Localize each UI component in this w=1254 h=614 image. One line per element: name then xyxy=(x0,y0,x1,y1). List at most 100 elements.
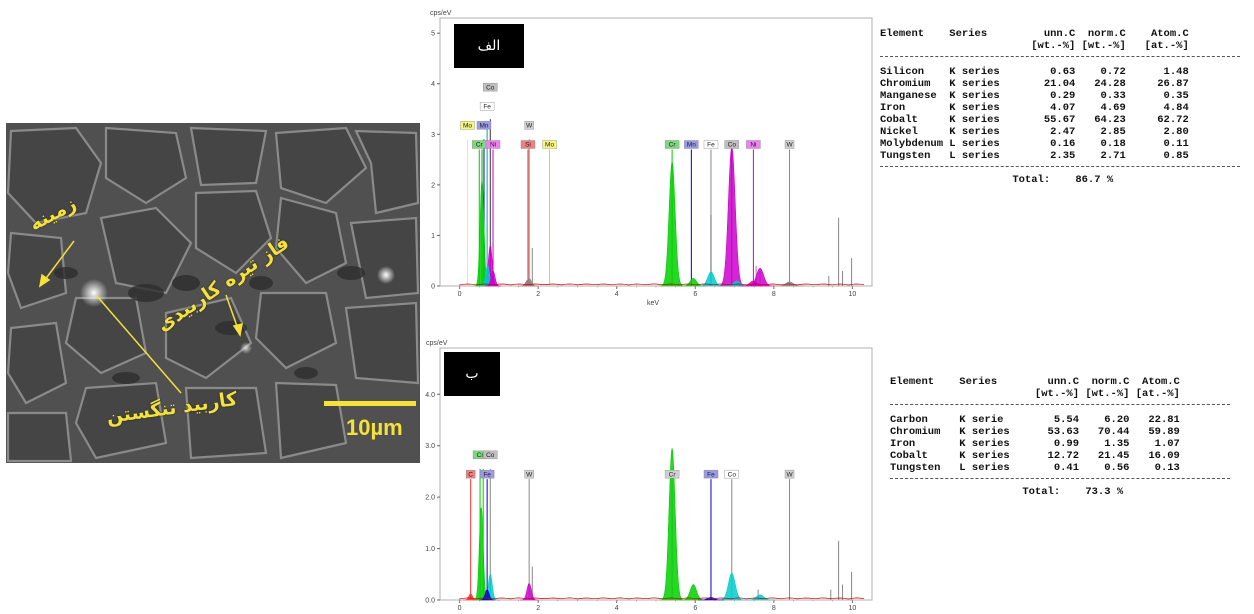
spectrum-a-peak-label: Mn xyxy=(687,142,696,149)
spectrum-b-peak-cr xyxy=(659,448,685,601)
spectrum-a-peak-label: Co xyxy=(728,142,737,149)
spectrum-a-peak-label-box xyxy=(485,140,501,149)
table-b-separator-top xyxy=(890,404,1230,405)
spectrum-a-y-unit: cps/eV xyxy=(430,10,452,17)
spectrum-b-ytick-label: 2.0 xyxy=(425,495,435,502)
spectrum-b-peak-label-box xyxy=(524,469,534,479)
table-a-row: Manganese K series 0.29 0.33 0.35 xyxy=(880,90,1189,102)
spectrum-b-xtick-label: 8 xyxy=(772,605,776,612)
panel-tag-b: ب xyxy=(444,352,500,396)
spectrum-a-peak-fe xyxy=(697,271,725,287)
spectrum-a-peak-label: Mn xyxy=(479,123,488,130)
spectrum-a-peak-cr xyxy=(659,161,685,287)
spectrum-a-peak-ni xyxy=(484,270,502,287)
spectrum-b-xtick-label: 2 xyxy=(536,605,540,612)
table-a-row: Molybdenum L series 0.16 0.18 0.11 xyxy=(880,138,1189,150)
spectrum-b-peak-label: Cr xyxy=(669,471,677,478)
table-b-row: Carbon K serie 5.54 6.20 22.81 xyxy=(890,414,1180,426)
spectrum-b-peak-co xyxy=(745,594,775,601)
spectrum-a-xtick-label: 0 xyxy=(458,291,462,298)
spectrum-a-peak-label: Fe xyxy=(707,142,715,149)
table-a-row: Tungsten L series 2.35 2.71 0.85 xyxy=(880,150,1189,162)
spectrum-a-peak-label-box xyxy=(479,102,495,111)
spectrum-a-peak-label: Mo xyxy=(545,142,554,149)
sem-micrograph: زمینه فاز تیره کاربیدی کاربید تنگستن 10µ… xyxy=(6,123,420,463)
spectrum-b-baseline xyxy=(459,597,865,600)
spectrum-b-peak-label-box xyxy=(724,469,739,479)
quant-table-a: Element Series unn.C norm.C Atom.C [wt.-… xyxy=(880,28,1252,208)
table-b-row: Chromium K series 53.63 70.44 59.89 xyxy=(890,426,1180,438)
spectrum-a-x-unit: keV xyxy=(647,300,660,307)
spectrum-a-baseline xyxy=(459,283,865,286)
quant-table-b: Element Series unn.C norm.C Atom.C [wt.-… xyxy=(890,376,1240,536)
spectrum-a-peak-label: W xyxy=(786,142,793,149)
spectrum-b-peak-label: Co xyxy=(486,452,495,459)
spectrum-b-peak-label: C xyxy=(468,471,473,478)
spectrum-b-peak-label: Fe xyxy=(707,471,715,478)
spectrum-b-xtick-label: 6 xyxy=(693,605,697,612)
spectrum-a-peak-label-box xyxy=(746,140,761,149)
spectrum-b-peak-co xyxy=(717,572,746,601)
table-b-total-row: Total: 73.3 % xyxy=(890,486,1124,498)
spectrum-b-peak-label-box xyxy=(479,469,495,479)
spectrum-b-peak-label-box xyxy=(664,469,680,479)
spectrum-a-peak-label-box xyxy=(520,140,536,149)
table-a-row: Silicon K series 0.63 0.72 1.48 xyxy=(880,66,1189,78)
spectrum-b-peak-label: Cr xyxy=(477,452,485,459)
table-b-row: Tungsten L series 0.41 0.56 0.13 xyxy=(890,462,1180,474)
spectrum-b-peak-label: Fe xyxy=(483,471,491,478)
spectrum-a-peak-label: Mo xyxy=(463,123,472,130)
panel-tag-a: الف xyxy=(454,24,524,68)
spectrum-a-ytick-label: 4 xyxy=(431,81,435,88)
spectrum-a-peak-label-box xyxy=(460,121,475,130)
table-b-separator-bottom xyxy=(890,478,1230,479)
spectrum-b-peak-label-box xyxy=(465,469,476,479)
eds-spectrum-a: 0 1 2 3 4 5 0 2 4 6 8 10 Mo Cr Mn Fe Co Ni W Si Mo Cr Mn Fe Co Ni… xyxy=(424,10,876,307)
micrograph-image xyxy=(6,123,420,463)
spectrum-a-peak-label-box xyxy=(483,82,498,92)
spectrum-b-peak-label: W xyxy=(526,471,533,478)
spectrum-b-frame xyxy=(439,347,873,601)
spectrum-a-peak-label-box xyxy=(684,140,699,149)
spectrum-b-ytick-label: 0.0 xyxy=(425,598,435,605)
spectrum-a-peak-label: W xyxy=(526,123,533,130)
spectrum-b-peak-w xyxy=(520,583,539,601)
table-a-row: Chromium K series 21.04 24.28 26.87 xyxy=(880,78,1189,90)
spectrum-b-y-unit: cps/eV xyxy=(426,340,448,347)
table-a-row: Iron K series 4.07 4.69 4.84 xyxy=(880,102,1189,114)
table-b-header-units-row: [wt.-%] [wt.-%] [at.-%] xyxy=(890,388,1180,400)
spectrum-a-peak-label: Cr xyxy=(476,142,484,149)
table-a-separator-top xyxy=(880,56,1240,57)
spectrum-b-ytick-label: 3.0 xyxy=(425,443,435,450)
spectrum-a-xtick-label: 6 xyxy=(693,291,697,298)
spectrum-a-peak-label: Ni xyxy=(750,142,756,149)
spectrum-b-peak-c xyxy=(463,593,478,601)
spectrum-a-ytick-label: 5 xyxy=(431,31,435,38)
table-b-row: Cobalt K series 12.72 21.45 16.09 xyxy=(890,450,1180,462)
spectrum-a-peak-label: Fe xyxy=(483,103,491,110)
spectrum-a-xtick-label: 10 xyxy=(848,291,856,298)
spectrum-a-peak-w xyxy=(520,278,538,287)
spectrum-b-xtick-label: 4 xyxy=(615,605,619,612)
spectrum-a-peak-label-box xyxy=(784,140,795,149)
spectrum-b-ytick-label: 4.0 xyxy=(425,392,435,399)
table-a-total-row: Total: 86.7 % xyxy=(880,174,1114,186)
spectrum-a-peak-label: Co xyxy=(486,84,495,91)
spectrum-b-peak-fe xyxy=(479,589,495,601)
spectrum-b-xtick-label: 0 xyxy=(458,605,462,612)
spectrum-b-peak-label: W xyxy=(786,471,793,478)
spectrum-b-peak-label: Co xyxy=(728,471,737,478)
spectrum-a-peak-label: Cr xyxy=(669,142,677,149)
table-a-row: Cobalt K series 55.67 64.23 62.72 xyxy=(880,114,1189,126)
spectrum-a-ytick-label: 1 xyxy=(431,233,435,240)
spectrum-a-ytick-label: 2 xyxy=(431,182,435,189)
spectrum-b-ytick-label: 1.0 xyxy=(425,546,435,553)
scale-bar-label: 10µm xyxy=(346,415,403,440)
table-b-header-row: Element Series unn.C norm.C Atom.C xyxy=(890,376,1180,388)
spectrum-a-peak-label: Si xyxy=(525,142,531,149)
spectrum-b-peak-label-box xyxy=(784,469,795,479)
spectrum-a-peak-label-box xyxy=(703,140,719,149)
spectrum-a-peak-label-box xyxy=(476,121,492,130)
spectrum-a-peak-label-box xyxy=(524,121,534,130)
